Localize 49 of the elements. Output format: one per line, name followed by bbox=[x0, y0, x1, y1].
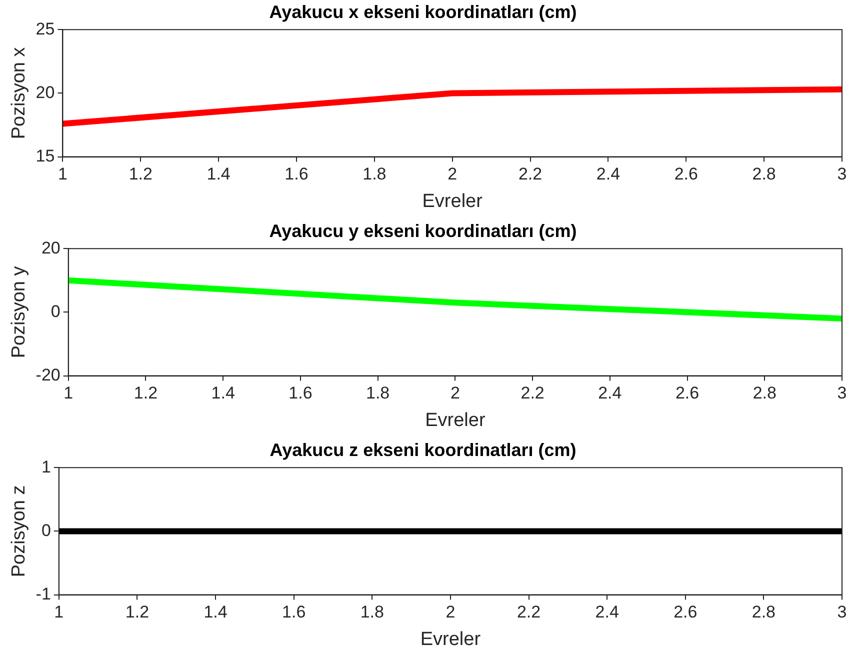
x-tick-label: 3 bbox=[837, 602, 847, 622]
chart-title: Ayakucu z ekseni koordinatları (cm) bbox=[270, 440, 576, 460]
y-tick-label: 0 bbox=[50, 302, 60, 321]
x-tick-label: 2.8 bbox=[752, 164, 776, 184]
y-tick-label: -20 bbox=[36, 365, 60, 384]
y-tick-label: 1 bbox=[41, 457, 51, 476]
x-tick-label: 2 bbox=[448, 164, 458, 184]
x-tick-label: 2.4 bbox=[596, 164, 620, 184]
y-tick-label: 15 bbox=[36, 146, 55, 166]
x-tick-label: 1.6 bbox=[288, 384, 312, 403]
x-tick-label: 1.2 bbox=[134, 384, 158, 403]
x-tick-label: 1.2 bbox=[125, 602, 150, 622]
x-tick-label: 1.8 bbox=[362, 164, 386, 184]
y-axis-title: Pozisyon y bbox=[8, 266, 30, 358]
x-tick-label: 2.4 bbox=[598, 384, 622, 403]
x-tick-label: 2.4 bbox=[595, 602, 619, 622]
chart-title: Ayakucu x ekseni koordinatları (cm) bbox=[269, 2, 577, 22]
y-tick-label: 20 bbox=[41, 238, 60, 258]
y-axis-title: Pozisyon x bbox=[8, 46, 30, 140]
x-tick-label: 2 bbox=[450, 384, 460, 403]
x-tick-label: 2.6 bbox=[674, 602, 698, 622]
x-tick-label: 1.6 bbox=[282, 602, 306, 622]
x-tick-label: 1 bbox=[64, 384, 74, 403]
x-tick-label: 1.4 bbox=[211, 384, 235, 403]
x-tick-label: 1.8 bbox=[366, 384, 390, 403]
y-tick-label: 25 bbox=[36, 19, 55, 38]
y-axis-title: Pozisyon z bbox=[8, 485, 30, 578]
x-tick-label: 3 bbox=[837, 164, 847, 184]
chart-title: Ayakucu y ekseni koordinatları (cm) bbox=[269, 220, 577, 241]
y-tick-label: 0 bbox=[41, 520, 51, 540]
x-tick-label: 2.8 bbox=[752, 384, 776, 403]
x-tick-label: 2.2 bbox=[516, 602, 541, 622]
x-tick-label: 2.8 bbox=[752, 602, 776, 622]
x-tick-label: 1.4 bbox=[206, 164, 230, 184]
x-axis-title: Evreler bbox=[422, 190, 484, 212]
x-tick-label: 1.8 bbox=[360, 602, 384, 622]
x-axis-title: Evreler bbox=[425, 410, 486, 431]
x-tick-label: 2.2 bbox=[520, 384, 544, 403]
x-tick-label: 2 bbox=[446, 602, 456, 622]
x-tick-label: 1.2 bbox=[128, 164, 152, 184]
x-axis-title: Evreler bbox=[420, 628, 482, 650]
x-tick-label: 2.2 bbox=[518, 164, 542, 184]
x-tick-label: 2.6 bbox=[675, 384, 700, 403]
x-tick-label: 1.4 bbox=[204, 602, 228, 622]
x-tick-label: 1.6 bbox=[284, 164, 308, 184]
x-tick-label: 3 bbox=[837, 384, 847, 403]
x-tick-label: 2.6 bbox=[674, 164, 698, 184]
y-tick-label: 20 bbox=[36, 82, 55, 102]
y-tick-label: -1 bbox=[36, 584, 51, 604]
